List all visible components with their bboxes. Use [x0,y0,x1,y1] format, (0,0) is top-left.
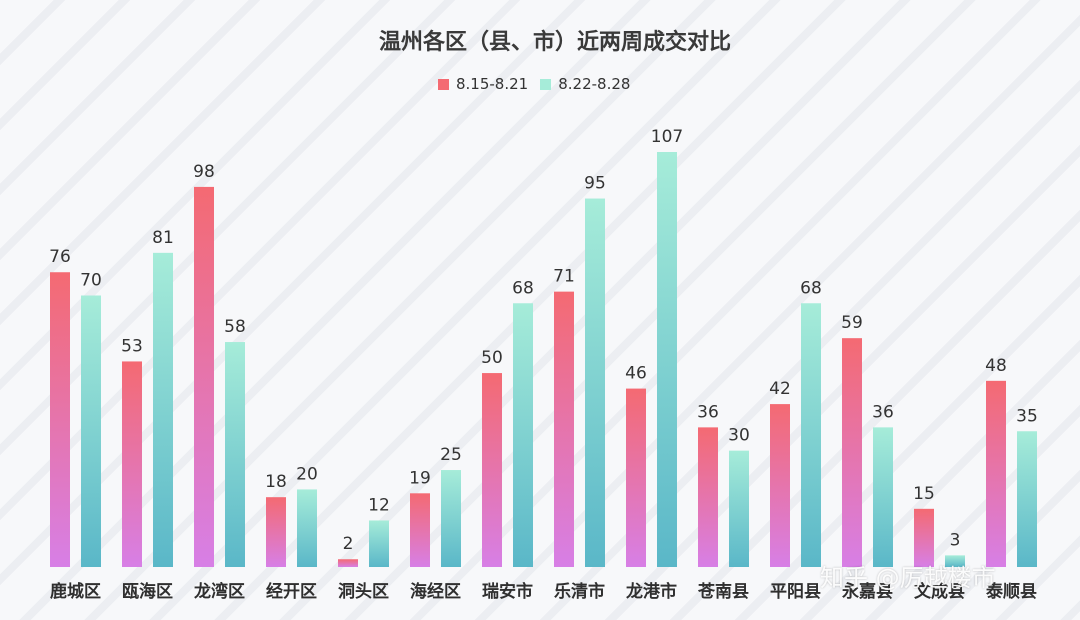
x-tick-label: 泰顺县 [986,581,1037,602]
x-tick-label: 海经区 [410,581,461,602]
data-label-永嘉县-series-1: 59 [841,313,863,333]
legend-item-series-2: 8.22-8.28 [540,75,630,93]
data-label-经开区-series-2: 20 [296,464,318,484]
legend-label-series-2: 8.22-8.28 [558,75,631,93]
legend: 8.15-8.21 8.22-8.28 [438,74,642,94]
data-label-海经区-series-1: 19 [409,468,431,488]
data-label-泰顺县-series-2: 35 [1016,406,1038,426]
legend-item-series-1: 8.15-8.21 [438,75,528,93]
bar-乐清市-series-1 [554,291,574,567]
data-label-乐清市-series-2: 95 [584,174,606,194]
data-label-瓯海区-series-2: 81 [152,228,174,248]
bar-海经区-series-1 [410,493,430,567]
data-label-鹿城区-series-2: 70 [80,271,102,291]
x-tick-label: 鹿城区 [50,581,101,602]
bar-瑞安市-series-1 [482,373,502,567]
data-label-龙湾区-series-1: 98 [193,162,215,182]
bar-泰顺县-series-1 [986,380,1006,567]
data-label-永嘉县-series-2: 36 [872,402,894,422]
data-label-平阳县-series-2: 68 [800,278,822,298]
bars-group: 76 70 鹿城区 53 81 瓯海区 98 58 龙湾区 18 20 经开区 2 12 洞头区 19 25 海经… [49,127,1038,602]
legend-swatch-series-1 [438,78,449,90]
bar-永嘉县-series-1 [842,338,862,567]
x-tick-label: 乐清市 [554,581,605,602]
chart-title: 温州各区（县、市）近两周成交对比 [378,30,731,55]
watermark: 知乎 @厉越楼市 [820,564,996,592]
data-label-文成县-series-1: 15 [913,484,935,504]
bar-龙港市-series-1 [626,388,646,567]
x-tick-label: 龙湾区 [193,581,245,602]
legend-swatch-series-2 [540,78,552,90]
bar-文成县-series-2 [945,555,965,567]
bar-平阳县-series-2 [801,303,821,567]
bar-苍南县-series-1 [698,427,718,567]
x-tick-label: 瓯海区 [122,581,173,602]
data-label-苍南县-series-1: 36 [697,402,719,422]
bar-鹿城区-series-2 [81,295,101,567]
bar-平阳县-series-1 [770,404,790,567]
x-tick-label: 苍南县 [697,581,749,602]
data-label-瑞安市-series-2: 68 [512,278,534,298]
data-label-经开区-series-1: 18 [265,472,287,492]
data-label-鹿城区-series-1: 76 [49,247,71,267]
x-tick-label: 瑞安市 [482,581,533,602]
bar-瓯海区-series-2 [153,252,173,567]
bar-鹿城区-series-1 [50,272,70,567]
bar-文成县-series-1 [914,508,934,567]
data-label-苍南县-series-2: 30 [728,426,750,446]
data-label-龙湾区-series-2: 58 [224,317,246,337]
bar-瓯海区-series-1 [122,361,142,567]
x-tick-label: 洞头区 [338,582,389,602]
data-label-龙港市-series-1: 46 [625,364,647,384]
bar-龙湾区-series-1 [194,186,214,567]
data-label-平阳县-series-1: 42 [769,379,791,399]
bar-龙湾区-series-2 [225,342,245,567]
x-tick-label: 经开区 [266,581,317,602]
x-tick-label: 平阳县 [770,582,821,602]
data-label-海经区-series-2: 25 [440,445,462,465]
bar-经开区-series-1 [266,497,286,567]
bar-龙港市-series-2 [657,152,677,567]
bar-乐清市-series-2 [585,198,605,567]
data-label-瓯海区-series-1: 53 [121,336,143,356]
x-tick-label: 永嘉县 [841,581,893,602]
bar-永嘉县-series-2 [873,427,893,567]
data-label-泰顺县-series-1: 48 [985,356,1007,376]
data-label-洞头区-series-2: 12 [368,495,390,515]
bar-泰顺县-series-2 [1017,431,1037,567]
bar-洞头区-series-1 [338,559,358,567]
x-tick-label: 龙港市 [625,581,677,602]
data-label-乐清市-series-1: 71 [553,267,575,287]
bar-洞头区-series-2 [369,520,389,567]
data-label-洞头区-series-1: 2 [343,534,354,554]
legend-label-series-1: 8.15-8.21 [456,75,529,93]
data-label-龙港市-series-2: 107 [651,127,683,147]
bar-经开区-series-2 [297,489,317,567]
data-label-瑞安市-series-1: 50 [481,348,503,368]
bar-海经区-series-2 [441,470,461,567]
bar-瑞安市-series-2 [513,303,533,567]
x-tick-label: 文成县 [914,581,965,602]
bar-苍南县-series-2 [729,450,749,567]
data-label-文成县-series-2: 3 [950,530,961,550]
